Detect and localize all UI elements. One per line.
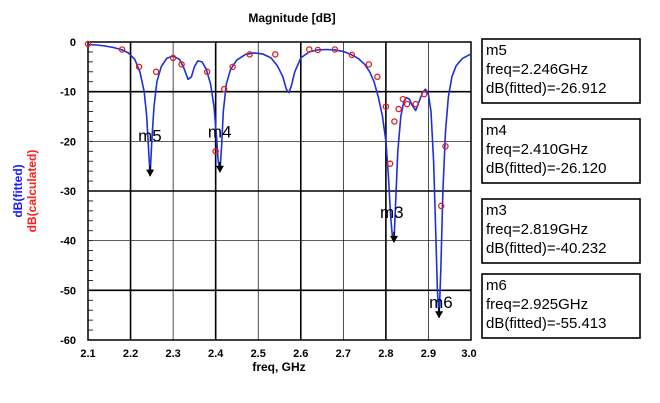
x-tick-label: 2.2 <box>123 348 138 360</box>
grid <box>88 41 471 341</box>
y-tick-label: -60 <box>60 335 76 347</box>
y-axis-labels: dB(fitted) dB(calculated) <box>11 150 39 233</box>
data-point-calculated <box>178 61 185 68</box>
marker-m6: m6 <box>429 293 453 319</box>
series-line-fitted <box>87 43 472 318</box>
data-point-calculated <box>212 148 219 155</box>
data-point-calculated <box>395 105 402 113</box>
data-point-calculated <box>412 100 419 108</box>
x-tick-label: 2.7 <box>336 348 351 360</box>
x-tick-label: 2.8 <box>378 348 393 360</box>
readout-db: dB(fitted)=-26.120 <box>486 160 607 177</box>
data-point-calculated <box>386 160 394 167</box>
data-point-calculated <box>348 51 356 59</box>
x-tick-label: 3.0 <box>461 348 476 360</box>
series-layer <box>84 40 472 318</box>
readout-box-m3: m3 freq=2.819GHz dB(fitted)=-40.232 <box>481 198 641 264</box>
y-tick-label: 0 <box>70 37 76 49</box>
data-point-calculated <box>391 118 398 125</box>
readout-db: dB(fitted)=-55.413 <box>486 315 607 332</box>
readout-freq: freq=2.819GHz <box>486 221 588 238</box>
x-tick-labels: 2.1 2.2 2.3 2.4 2.5 2.6 2.7 2.8 2.9 3.0 <box>80 348 476 360</box>
x-tick-label: 2.3 <box>165 348 180 360</box>
data-point-calculated <box>271 51 279 58</box>
data-point-calculated <box>118 46 126 53</box>
marker-label: m6 <box>429 293 453 312</box>
data-point-calculated <box>169 54 177 62</box>
readout-box-m4: m4 freq=2.410GHz dB(fitted)=-26.120 <box>481 118 641 184</box>
data-point-calculated <box>84 40 92 48</box>
x-tick-label: 2.6 <box>293 348 308 360</box>
data-point-calculated <box>382 103 390 110</box>
readout-name: m5 <box>486 42 507 59</box>
readout-freq: freq=2.925GHz <box>486 296 588 313</box>
data-point-calculated <box>365 61 373 68</box>
data-point-calculated <box>331 46 339 53</box>
data-point-calculated <box>220 85 228 93</box>
data-point-calculated <box>374 73 381 81</box>
y-tick-label: -30 <box>60 186 76 198</box>
data-point-calculated <box>442 143 449 150</box>
readout-db: dB(fitted)=-40.232 <box>486 240 607 257</box>
readout-name: m3 <box>486 202 507 219</box>
readout-freq: freq=2.410GHz <box>486 141 588 158</box>
marker-m5: m5 <box>138 127 162 177</box>
y-tick-label: -20 <box>60 136 76 148</box>
marker-m3: m3 <box>380 203 404 243</box>
x-tick-label: 2.4 <box>208 348 224 360</box>
marker-label: m3 <box>380 203 404 222</box>
data-point-calculated <box>152 68 160 76</box>
data-point-calculated <box>203 68 211 76</box>
readout-name: m4 <box>486 122 507 139</box>
data-point-calculated <box>229 63 236 71</box>
x-tick-label: 2.5 <box>251 348 266 360</box>
plot-area <box>87 41 472 341</box>
marker-label: m5 <box>138 127 162 146</box>
readout-db: dB(fitted)=-26.912 <box>486 80 607 97</box>
y-axis-label-calculated: dB(calculated) <box>25 150 39 233</box>
y-tick-label: -50 <box>60 285 76 297</box>
x-tick-label: 2.1 <box>80 348 95 360</box>
y-axis-label-fitted: dB(fitted) <box>11 164 25 217</box>
readout-box-m6: m6 freq=2.925GHz dB(fitted)=-55.413 <box>481 273 641 339</box>
readout-freq: freq=2.246GHz <box>486 61 588 78</box>
marker-label: m4 <box>208 123 232 142</box>
data-point-calculated <box>420 90 428 98</box>
y-tick-label: -10 <box>60 87 76 99</box>
readout-box-m5: m5 freq=2.246GHz dB(fitted)=-26.912 <box>481 38 641 104</box>
y-tick-label: -40 <box>60 236 76 248</box>
x-axis-label: freq, GHz <box>252 360 305 374</box>
marker-layer: m5 m4 m3 m6 <box>138 123 453 319</box>
marker-m4: m4 <box>208 123 232 173</box>
x-tick-label: 2.9 <box>421 348 436 360</box>
chart-title: Magnitude [dB] <box>248 11 335 25</box>
data-point-calculated <box>403 100 411 108</box>
marker-readouts: m5 freq=2.246GHz dB(fitted)=-26.912 m4 freq=… <box>481 38 641 339</box>
data-point-calculated <box>314 46 322 54</box>
data-point-calculated <box>135 63 143 71</box>
data-point-calculated <box>399 95 407 103</box>
y-tick-labels: 0 -10 -20 -30 -40 -50 -60 <box>60 37 76 347</box>
data-point-calculated <box>437 202 445 210</box>
data-point-calculated <box>306 46 313 53</box>
data-point-calculated <box>246 51 253 58</box>
readout-name: m6 <box>486 277 507 294</box>
